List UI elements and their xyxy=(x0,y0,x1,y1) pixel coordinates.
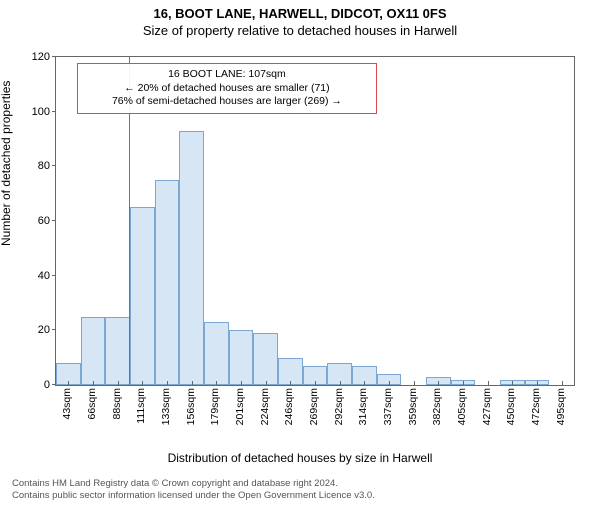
x-tick-mark xyxy=(537,381,538,385)
plot-area: 02040608010012016 BOOT LANE: 107sqm← 20%… xyxy=(55,56,575,386)
y-tick-mark xyxy=(52,329,56,330)
x-tick-label: 427sqm xyxy=(481,388,493,425)
annotation-line-1: 16 BOOT LANE: 107sqm xyxy=(86,68,368,82)
x-tick-mark xyxy=(266,381,267,385)
x-tick-mark xyxy=(241,381,242,385)
footer-attribution: Contains HM Land Registry data © Crown c… xyxy=(12,478,375,502)
x-tick-label: 224sqm xyxy=(259,388,271,425)
x-tick-mark xyxy=(216,381,217,385)
x-tick-label: 337sqm xyxy=(382,388,394,425)
x-tick-mark xyxy=(142,381,143,385)
y-tick-label: 60 xyxy=(38,215,56,227)
histogram-bar xyxy=(253,333,278,385)
x-tick-mark xyxy=(167,381,168,385)
x-tick-label: 405sqm xyxy=(456,388,468,425)
x-tick-mark xyxy=(463,381,464,385)
histogram-bar xyxy=(81,317,106,385)
x-tick-label: 359sqm xyxy=(407,388,419,425)
y-tick-label: 80 xyxy=(38,160,56,172)
page-subtitle: Size of property relative to detached ho… xyxy=(0,23,600,38)
x-tick-mark xyxy=(93,381,94,385)
y-tick-mark xyxy=(52,165,56,166)
footer-line-2: Contains public sector information licen… xyxy=(12,490,375,502)
x-tick-label: 43sqm xyxy=(61,388,73,420)
y-tick-mark xyxy=(52,275,56,276)
x-tick-label: 156sqm xyxy=(185,388,197,425)
x-tick-label: 133sqm xyxy=(160,388,172,425)
x-tick-mark xyxy=(340,381,341,385)
y-tick-label: 40 xyxy=(38,270,56,282)
x-tick-label: 179sqm xyxy=(209,388,221,425)
x-tick-mark xyxy=(512,381,513,385)
x-tick-label: 472sqm xyxy=(530,388,542,425)
histogram-bar xyxy=(229,330,254,385)
x-tick-mark xyxy=(414,381,415,385)
annotation-line-2: ← 20% of detached houses are smaller (71… xyxy=(86,82,368,96)
x-tick-mark xyxy=(438,381,439,385)
x-tick-label: 111sqm xyxy=(135,388,147,424)
x-tick-mark xyxy=(315,381,316,385)
x-tick-label: 495sqm xyxy=(555,388,567,425)
y-tick-mark xyxy=(52,220,56,221)
histogram-bar xyxy=(204,322,229,385)
x-tick-mark xyxy=(364,381,365,385)
y-tick-label: 100 xyxy=(32,106,56,118)
annotation-line-3: 76% of semi-detached houses are larger (… xyxy=(86,95,368,109)
x-tick-mark xyxy=(290,381,291,385)
chart-container: Number of detached properties 0204060801… xyxy=(0,46,600,456)
x-tick-mark xyxy=(118,381,119,385)
footer-line-1: Contains HM Land Registry data © Crown c… xyxy=(12,478,375,490)
x-tick-mark xyxy=(68,381,69,385)
histogram-bar xyxy=(105,317,130,385)
y-axis-label: Number of detached properties xyxy=(0,81,13,246)
page-title: 16, BOOT LANE, HARWELL, DIDCOT, OX11 0FS xyxy=(0,6,600,21)
x-tick-label: 88sqm xyxy=(111,388,123,420)
x-tick-label: 246sqm xyxy=(283,388,295,425)
y-tick-label: 120 xyxy=(32,51,56,63)
x-tick-label: 450sqm xyxy=(505,388,517,425)
histogram-bar xyxy=(179,131,204,385)
y-tick-label: 20 xyxy=(38,324,56,336)
y-tick-mark xyxy=(52,56,56,57)
x-tick-label: 269sqm xyxy=(308,388,320,425)
x-tick-mark xyxy=(488,381,489,385)
histogram-bar xyxy=(130,207,155,385)
x-tick-label: 382sqm xyxy=(431,388,443,425)
histogram-bar xyxy=(155,180,180,385)
annotation-box: 16 BOOT LANE: 107sqm← 20% of detached ho… xyxy=(77,63,377,114)
x-tick-label: 201sqm xyxy=(234,388,246,425)
x-axis-label: Distribution of detached houses by size … xyxy=(0,451,600,465)
x-tick-label: 314sqm xyxy=(357,388,369,425)
x-axis-ticks: 43sqm 66sqm 88sqm 111sqm 133sqm 156sqm 179sqm 2… xyxy=(55,386,575,446)
x-tick-label: 292sqm xyxy=(333,388,345,425)
x-tick-label: 66sqm xyxy=(86,388,98,420)
y-tick-mark xyxy=(52,111,56,112)
x-tick-mark xyxy=(562,381,563,385)
x-tick-mark xyxy=(389,381,390,385)
x-tick-mark xyxy=(192,381,193,385)
